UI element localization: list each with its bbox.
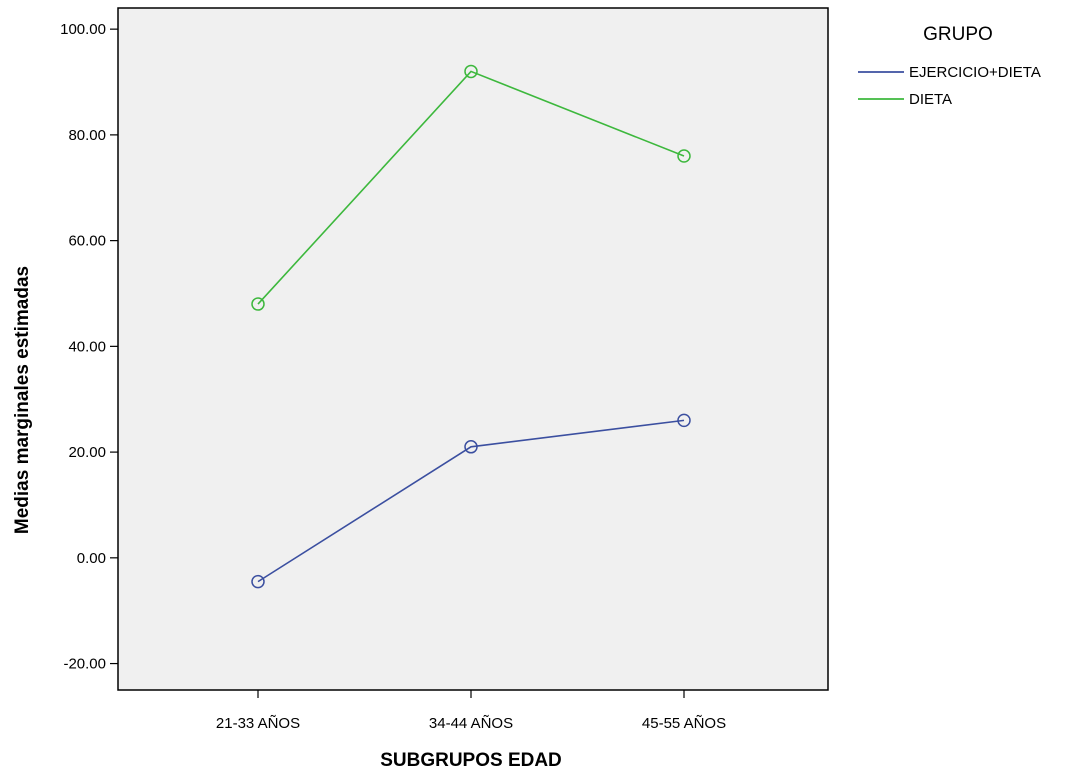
data-point [464,440,478,454]
y-axis-title: Medias marginales estimadas [12,266,33,534]
data-point [251,297,265,311]
legend-items: EJERCICIO+DIETA DIETA [858,64,1041,108]
y-tick-label: 60.00 [68,233,106,250]
x-tick-label: 34-44 AÑOS [429,715,513,732]
series-layer [251,64,691,589]
y-tick-label: 20.00 [68,444,106,461]
data-point [677,413,691,428]
series-line [257,419,685,583]
legend: GRUPO EJERCICIO+DIETA DIETA [858,24,1041,108]
data-point [464,64,478,79]
series-line [257,70,685,305]
data-point [677,149,691,163]
y-tick-label: 40.00 [68,338,106,355]
x-tick-label: 21-33 AÑOS [216,715,300,732]
y-tick-label: 100.00 [60,21,106,38]
x-tick-label: 45-55 AÑOS [642,715,726,732]
y-tick-label: 0.00 [77,550,106,567]
legend-label: DIETA [909,91,952,108]
x-axis-title: SUBGRUPOS EDAD [380,750,562,771]
data-point [251,574,265,589]
y-axis: -20.00 0.00 20.00 40.00 60.00 80.00 100.00 [60,21,118,673]
y-tick-label: -20.00 [63,656,106,673]
legend-label: EJERCICIO+DIETA [909,64,1041,81]
x-axis: 21-33 AÑOS 34-44 AÑOS 45-55 AÑOS [216,690,726,732]
legend-title: GRUPO [923,24,993,45]
plot-area [117,7,829,691]
y-tick-label: 80.00 [68,127,106,144]
